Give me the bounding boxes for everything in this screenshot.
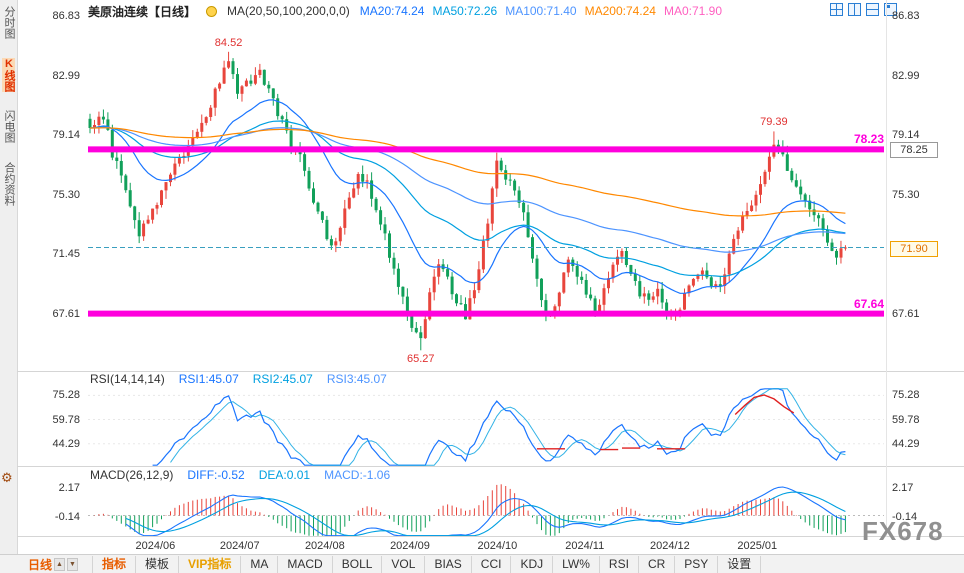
sidebar: 分时图 K线图闪电图合约资料 (0, 0, 18, 554)
toolbar-tabs: 指标 模板 VIP指标 MA MACD BOLL VOL BIAS CCI KDJ LW% RSI CR… (92, 556, 762, 573)
chart-header: 美原油连续【日线】 MA(20,50,100,200,0,0) MA20:74.… (18, 0, 730, 22)
rsi-y-tick-right: 44.29 (892, 437, 920, 450)
candlestick-chart[interactable] (88, 14, 884, 370)
horizontal-line-label: 78.23 (853, 132, 884, 147)
settings-gear-icon[interactable]: ⚙ (1, 470, 13, 485)
x-axis-label: 2024/11 (565, 540, 605, 552)
rsi-y-tick-left: 44.29 (52, 437, 80, 450)
rsi-indicator-label: RSI(14,14,14) (90, 372, 165, 386)
x-axis-label: 2024/06 (135, 540, 176, 552)
layout-grid-icon[interactable] (830, 3, 843, 16)
panel-divider (17, 536, 964, 537)
main-y-tick-left: 82.99 (52, 69, 80, 82)
toolbar-tab-psy[interactable]: PSY (674, 556, 717, 573)
ma-value-label: MA20:74.24 (359, 4, 425, 18)
ma-value-label: MA200:74.24 (584, 4, 656, 18)
macd-value-label: MACD:-1.06 (324, 468, 391, 482)
toolbar-tab-cr[interactable]: CR (637, 556, 674, 573)
toolbar-tab-template[interactable]: 模板 (135, 556, 178, 573)
rsi-header: RSI(14,14,14) RSI1:45.07 RSI2:45.07 RSI3:4… (90, 372, 387, 386)
x-axis-label: 2025/01 (737, 540, 778, 552)
rsi-value-label: RSI1:45.07 (178, 372, 239, 386)
layout-rows-icon[interactable] (866, 3, 879, 16)
main-y-tick-right: 86.83 (892, 10, 920, 23)
main-y-tick-right: 79.14 (892, 129, 920, 142)
layout-controls (830, 3, 897, 16)
sidebar-item-time-chart[interactable]: 分时图 (3, 6, 15, 39)
macd-value-label: DIFF:-0.52 (187, 468, 245, 482)
panel-divider (17, 466, 964, 467)
macd-y-tick-right: -0.14 (892, 511, 918, 524)
main-y-tick-left: 79.14 (52, 129, 80, 142)
x-axis-label: 2024/08 (304, 540, 345, 552)
sidebar-item-lightning-chart[interactable]: 闪电图 (3, 110, 15, 143)
toolbar-tab-vol[interactable]: VOL (381, 556, 424, 573)
toolbar-tab-vip-indicator[interactable]: VIP指标 (178, 556, 240, 573)
period-label[interactable]: 日线 (28, 558, 53, 572)
toolbar-tab-lw-percent[interactable]: LW% (552, 556, 599, 573)
x-axis-label: 2024/07 (219, 540, 260, 552)
price-annotation: 65.27 (407, 353, 435, 366)
main-y-tick-right: 67.61 (892, 308, 920, 321)
indicator-pin-icon[interactable] (206, 5, 218, 17)
horizontal-line-label: 67.64 (853, 296, 884, 311)
period-down-button[interactable]: ▼ (67, 558, 79, 571)
price-annotation: 79.39 (760, 116, 788, 129)
rsi-value-label: RSI3:45.07 (326, 372, 387, 386)
rsi-y-tick-right: 75.28 (892, 389, 920, 402)
toolbar-tab-settings[interactable]: 设置 (717, 556, 762, 573)
rsi-y-tick-right: 59.78 (892, 413, 920, 426)
layout-single-icon[interactable] (884, 3, 897, 16)
main-y-tick-left: 71.45 (52, 248, 80, 261)
main-y-tick-left: 67.61 (52, 308, 80, 321)
macd-indicator-label: MACD(26,12,9) (90, 468, 174, 482)
macd-chart[interactable] (88, 484, 884, 536)
toolbar-tab-rsi[interactable]: RSI (598, 556, 638, 573)
toolbar-tab-macd[interactable]: MACD (277, 556, 331, 573)
layout-columns-icon[interactable] (848, 3, 861, 16)
sidebar-item-contract-info[interactable]: 合约资料 (3, 162, 15, 206)
macd-y-tick-left: -0.14 (54, 511, 80, 524)
main-y-tick-left: 86.83 (52, 10, 80, 23)
main-y-tick-right: 82.99 (892, 69, 920, 82)
x-axis-label: 2024/12 (649, 540, 690, 552)
main-y-tick-right: 75.30 (892, 188, 920, 201)
ma-value-label: MA0:71.90 (663, 4, 723, 18)
panel-divider (17, 371, 964, 372)
toolbar-tab-boll[interactable]: BOLL (331, 556, 382, 573)
axis-divider (886, 0, 887, 537)
ma-values: MA20:74.24 MA50:72.26 MA100:71.40 MA200:74.… (360, 4, 730, 18)
axis-price-box: 71.90 (890, 240, 938, 257)
x-axis-label: 2024/09 (390, 540, 430, 552)
ma-value-label: MA50:72.26 (432, 4, 498, 18)
x-axis-label: 2024/10 (477, 540, 518, 552)
toolbar-tab-bias[interactable]: BIAS (424, 556, 470, 573)
rsi-y-tick-left: 75.28 (52, 389, 80, 402)
rsi-y-tick-left: 59.78 (52, 413, 80, 426)
rsi-chart[interactable] (88, 388, 884, 466)
watermark: FX678 (862, 516, 944, 546)
bottom-toolbar: 日线 ▲ ▼ 指标 模板 VIP指标 MA MACD BOLL VOL BIAS CCI KDJ L… (0, 554, 964, 573)
macd-y-tick-left: 2.17 (58, 481, 80, 494)
toolbar-tab-ma[interactable]: MA (240, 556, 277, 573)
toolbar-tab-cci[interactable]: CCI (470, 556, 511, 573)
period-up-button[interactable]: ▲ (54, 558, 66, 571)
macd-header: MACD(26,12,9) DIFF:-0.52 DEA:0.01 MACD:-1.… (90, 468, 390, 482)
axis-price-box: 78.25 (890, 142, 938, 159)
price-annotation: 84.52 (214, 36, 243, 49)
toolbar-tab-indicator[interactable]: 指标 (92, 556, 135, 573)
ma-params-label: MA(20,50,100,200,0,0) (227, 4, 350, 18)
main-y-tick-left: 75.30 (52, 188, 80, 201)
macd-y-tick-right: 2.17 (892, 481, 914, 494)
chart-title: 美原油连续【日线】 (88, 4, 197, 19)
toolbar-tab-kdj[interactable]: KDJ (510, 556, 552, 573)
ma-value-label: MA100:71.40 (505, 4, 577, 18)
macd-value-label: DEA:0.01 (258, 468, 311, 482)
rsi-value-label: RSI2:45.07 (252, 372, 313, 386)
sidebar-item-kline-chart[interactable]: K线图 (2, 58, 15, 92)
